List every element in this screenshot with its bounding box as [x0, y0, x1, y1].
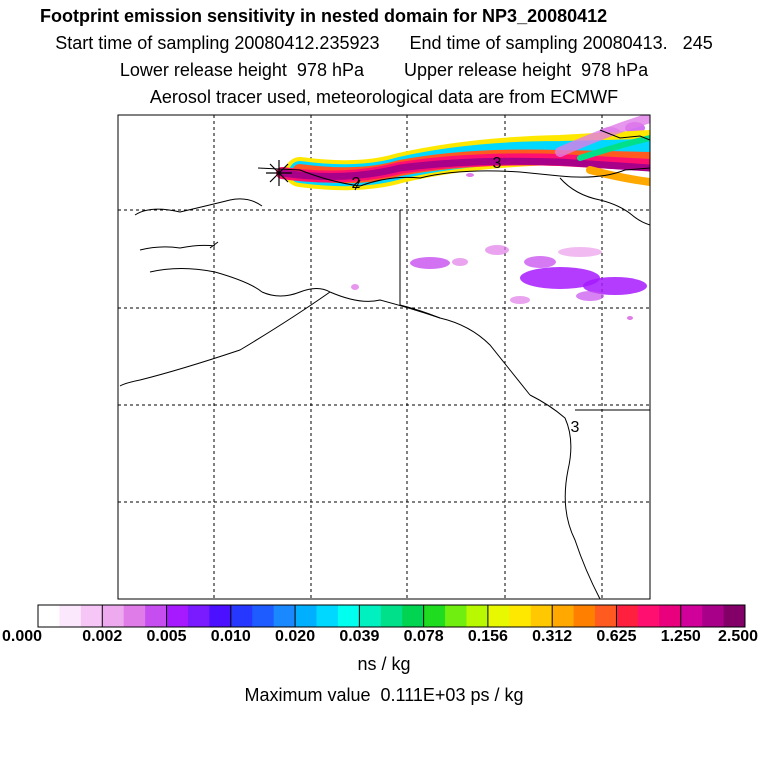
tracer-info-line: Aerosol tracer used, meteorological data…: [149, 87, 619, 107]
colorbar-swatch: [38, 605, 60, 627]
map-frame: [117, 114, 651, 600]
colorbar-swatch: [295, 605, 318, 627]
colorbar-swatch: [359, 605, 382, 627]
colorbar-tick-label: 0.156: [467, 628, 508, 645]
colorbar-tick-label: 0.039: [339, 628, 380, 645]
colorbar-swatch: [337, 605, 360, 627]
colorbar-tick-label: 0.010: [210, 628, 251, 645]
colorbar-swatch: [230, 605, 253, 627]
emission-plume: [276, 115, 650, 191]
colorbar-border: [37, 604, 746, 628]
colorbar-swatch: [209, 605, 232, 627]
colorbar-swatch: [402, 605, 425, 627]
colorbar: [37, 605, 746, 627]
day-marker: 2: [352, 175, 361, 192]
colorbar-swatch: [123, 605, 146, 627]
colorbar-swatch: [530, 605, 553, 627]
colorbar-swatch: [316, 605, 339, 627]
colorbar-swatch: [723, 605, 746, 627]
release-height-line: Lower release height 978 hPa Upper relea…: [119, 60, 649, 80]
units-label: ns / kg: [357, 654, 411, 674]
asterisk-marker: [266, 160, 292, 186]
colorbar-tick-label: 0.000: [1, 628, 43, 645]
colorbar-tick-label: 0.020: [275, 628, 316, 645]
colorbar-tick-label: 0.002: [82, 628, 123, 645]
colorbar-tick-label: 0.078: [403, 628, 444, 645]
colorbar-swatch: [466, 605, 489, 627]
colorbar-swatch: [187, 605, 210, 627]
day-marker: 3: [493, 155, 502, 172]
colorbar-tick-label: 0.312: [532, 628, 573, 645]
colorbar-swatch: [59, 605, 82, 627]
colorbar-swatch: [445, 605, 467, 627]
colorbar-swatch: [487, 605, 510, 627]
colorbar-swatch: [702, 605, 725, 627]
colorbar-tick-label: 2.500: [717, 628, 759, 645]
colorbar-swatch: [680, 605, 703, 627]
colorbar-swatch: [102, 605, 125, 627]
lat-lon-grid: [118, 115, 650, 599]
colorbar-tick-label: 1.250: [660, 628, 701, 645]
colorbar-swatch: [80, 605, 103, 627]
colorbar-swatch: [423, 605, 446, 627]
colorbar-swatch: [166, 605, 189, 627]
colorbar-swatch: [380, 605, 403, 627]
emission-patches: [351, 122, 647, 320]
colorbar-swatch: [145, 605, 168, 627]
colorbar-swatch: [552, 605, 575, 627]
colorbar-swatch: [509, 605, 532, 627]
colorbar-swatch: [659, 605, 682, 627]
colorbar-swatch: [573, 605, 596, 627]
day-marker: 3: [571, 419, 580, 436]
sampling-time-line: Start time of sampling 20080412.235923 E…: [55, 33, 713, 53]
colorbar-swatch: [273, 605, 296, 627]
colorbar-swatch: [595, 605, 617, 627]
colorbar-swatch: [616, 605, 639, 627]
colorbar-tick-label: 0.625: [596, 628, 637, 645]
plot-title: Footprint emission sensitivity in nested…: [40, 6, 608, 26]
colorbar-swatch: [252, 605, 275, 627]
max-value-label: Maximum value 0.111E+03 ps / kg: [244, 685, 524, 705]
colorbar-tick-label: 0.005: [146, 628, 187, 645]
colorbar-swatch: [637, 605, 660, 627]
coastlines: [119, 129, 650, 599]
